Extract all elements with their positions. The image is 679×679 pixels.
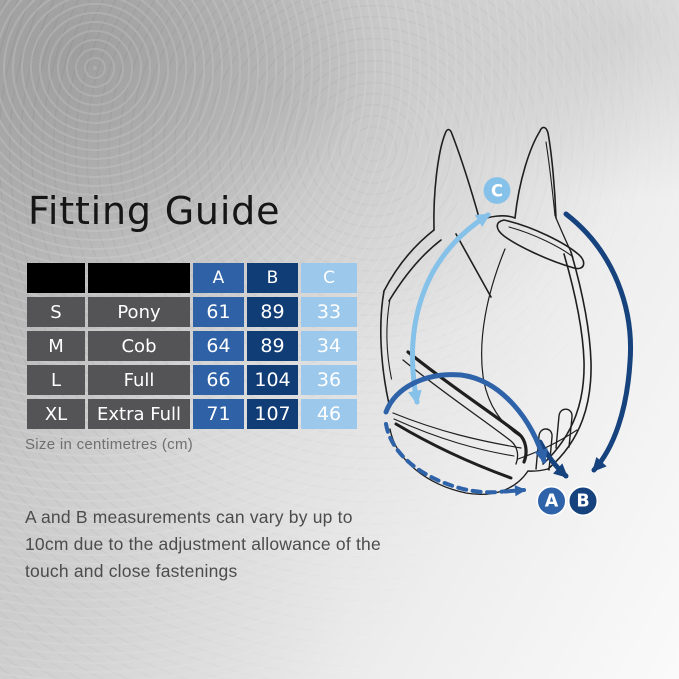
cheek-seam-outer [547,251,592,470]
left-ear-outline [433,128,481,231]
row-size-label: L [27,365,85,395]
note-line: A and B measurements can vary by up to [25,507,353,527]
row-size-label: S [27,297,85,327]
row-type-label: Extra Full [88,399,190,429]
value-c: 36 [301,365,357,395]
row-type-label: Full [88,365,190,395]
fastener-tab-2 [555,408,573,449]
row-size-label: XL [27,399,85,429]
badge-a-circle [536,485,567,517]
table-corner-cell [88,263,190,293]
nose-rim-line-2 [393,418,515,457]
measurement-note: A and B measurements can vary by up to 1… [25,504,405,585]
measure-a-arc [383,372,548,464]
table-header-c: C [301,263,357,293]
badge-b-label: B [576,492,589,512]
measurement-arrows [383,211,634,497]
value-b: 89 [247,297,298,327]
fastener-tab-1 [535,428,553,471]
forehead-dart-line [455,233,492,298]
measure-b-arc [563,211,634,473]
measure-a-dashed-arrow [503,485,527,497]
chin-edge [527,468,549,472]
value-a: 64 [193,331,244,361]
browband-capsule-inner [508,226,574,258]
right-ear-inner-line [545,141,556,217]
left-face-inner-line [386,298,393,380]
page-title: Fitting Guide [28,189,281,233]
row-type-label: Pony [88,297,190,327]
value-b: 107 [247,399,298,429]
note-line: touch and close fastenings [25,561,238,581]
jaw-line [517,429,578,460]
value-c: 46 [301,399,357,429]
measure-b-chin-arrow [537,439,569,479]
row-size-label: M [27,331,85,361]
value-a: 61 [193,297,244,327]
size-table: A B C S Pony 61 89 33 M Cob 64 89 34 L F… [27,263,357,429]
measure-c-arc [408,212,491,405]
value-b: 89 [247,331,298,361]
value-c: 34 [301,331,357,361]
value-c: 33 [301,297,357,327]
table-header-b: B [247,263,298,293]
right-ear-outline [514,126,557,219]
table-header-a: A [193,263,244,293]
ear-base-join [555,217,572,253]
row-type-label: Cob [88,331,190,361]
left-face-edge [380,290,390,405]
badge-c-circle [483,177,511,204]
value-b: 104 [247,365,298,395]
measurement-badges: C A B [483,177,599,517]
badge-c-label: C [491,182,503,201]
cheek-seam-inner [542,253,585,465]
mask-outline-drawing [380,126,592,495]
nose-rim-line-1 [392,412,522,449]
units-caption: Size in centimetres (cm) [25,436,194,453]
note-line: 10cm due to the adjustment allowance of … [25,534,381,554]
badge-a-label: A [545,492,559,512]
table-corner-cell [27,263,85,293]
browband-capsule [496,219,585,270]
measure-a-dashed-arc [384,422,505,495]
badge-b-circle [567,485,599,517]
noseband-lower-edge [394,422,513,480]
value-a: 71 [193,399,244,429]
value-a: 66 [193,365,244,395]
